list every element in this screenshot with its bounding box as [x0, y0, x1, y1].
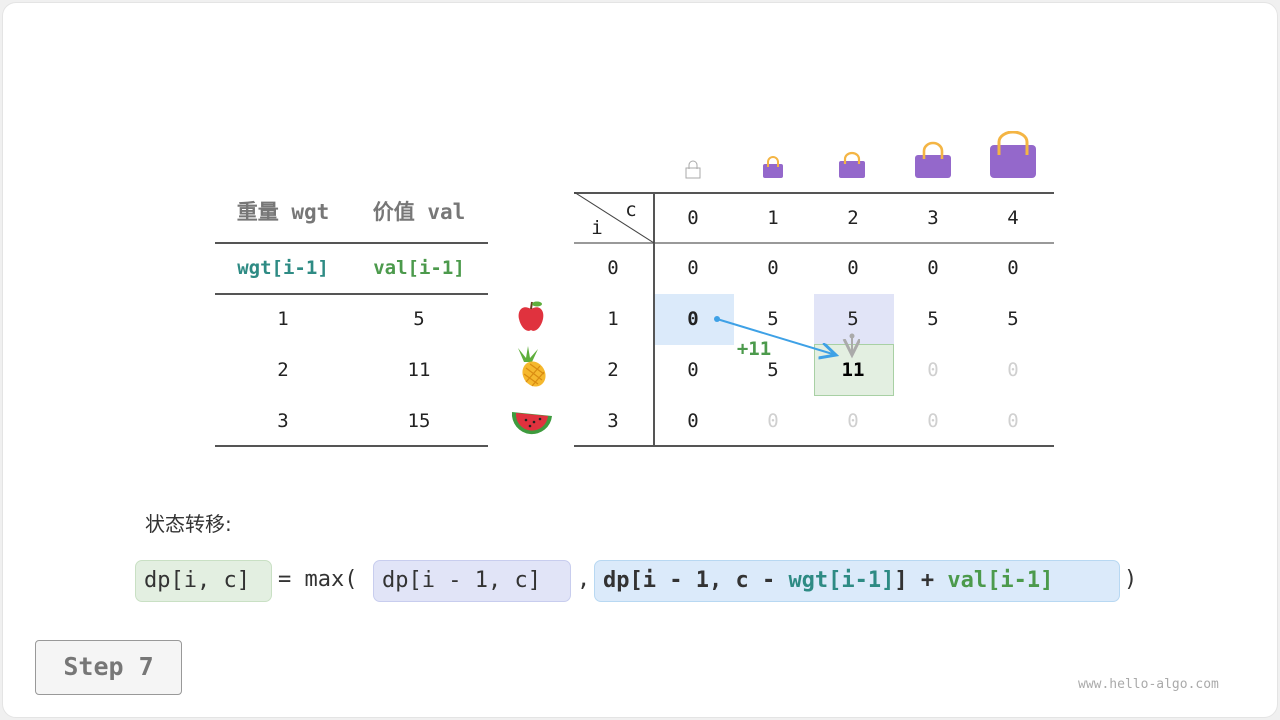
pineapple-icon — [518, 346, 546, 387]
dp-cell: 5 — [767, 359, 779, 381]
item-weight: 2 — [277, 359, 289, 381]
corner-diagonal — [574, 192, 654, 243]
watermelon-icon — [511, 412, 552, 435]
dp-cell: 0 — [687, 359, 699, 381]
bag-4-icon — [990, 131, 1036, 178]
dp-cell: 0 — [1007, 359, 1019, 381]
item-value: 5 — [413, 308, 425, 330]
bag-3-icon — [915, 141, 951, 178]
take-expr-val: val[i-1] — [947, 568, 1054, 593]
dp-cell: 5 — [1007, 308, 1019, 330]
formula-lhs: dp[i, c] — [135, 560, 272, 602]
formula-comma: , — [577, 567, 591, 592]
dp-cell: 0 — [1007, 257, 1019, 279]
item-value: 15 — [407, 410, 431, 432]
dp-cell: 5 — [767, 308, 779, 330]
item-weight: 1 — [277, 308, 289, 330]
dp-cell: 0 — [687, 257, 699, 279]
formula-close: ) — [1124, 567, 1138, 592]
bag-empty-icon — [685, 160, 701, 179]
take-expr-a: dp[i - 1, c - — [603, 568, 789, 593]
dp-cell: 0 — [847, 410, 859, 432]
formula-max: = max( — [278, 567, 358, 592]
dp-cell: 0 — [927, 359, 939, 381]
row-header: 1 — [607, 308, 619, 330]
row-header: 2 — [607, 359, 619, 381]
formula-option-skip: dp[i - 1, c] — [373, 560, 571, 602]
bag-1-icon — [763, 156, 783, 178]
corner-row-label: i — [591, 217, 603, 239]
col-header: 2 — [847, 207, 859, 229]
apple-icon — [518, 301, 544, 331]
dp-cell: 11 — [841, 359, 865, 381]
col-header: 4 — [1007, 207, 1019, 229]
dp-cell: 5 — [847, 308, 859, 330]
take-expr-wgt: wgt[i-1] — [788, 568, 895, 593]
dp-cell: 0 — [687, 308, 699, 330]
val-subheader: val[i-1] — [373, 257, 465, 279]
dp-cell: 5 — [927, 308, 939, 330]
row-header: 0 — [607, 257, 619, 279]
arrow-label: +11 — [737, 338, 771, 360]
weight-header: 重量 wgt — [236, 200, 330, 224]
dp-cell: 0 — [767, 257, 779, 279]
take-expr-b: ] + — [894, 568, 948, 593]
bag-2-icon — [839, 151, 865, 178]
dp-cell: 0 — [767, 410, 779, 432]
item-weight: 3 — [277, 410, 289, 432]
value-header: 价值 val — [372, 200, 466, 224]
col-header: 0 — [687, 207, 699, 229]
row-header: 3 — [607, 410, 619, 432]
dp-cell: 0 — [927, 410, 939, 432]
col-header: 3 — [927, 207, 939, 229]
wgt-subheader: wgt[i-1] — [237, 257, 329, 279]
formula-option-take: dp[i - 1, c - wgt[i-1]] + val[i-1] — [594, 560, 1120, 602]
item-value: 11 — [407, 359, 431, 381]
dp-cell: 0 — [927, 257, 939, 279]
col-header: 1 — [767, 207, 779, 229]
dp-cell: 0 — [687, 410, 699, 432]
dp-cell: 0 — [1007, 410, 1019, 432]
watermark: www.hello-algo.com — [1078, 677, 1219, 692]
arrow-label-text: +11 — [736, 338, 772, 360]
step-button[interactable]: Step 7 — [35, 640, 182, 695]
corner-col-label: c — [625, 199, 637, 221]
dp-cell: 0 — [847, 257, 859, 279]
formula-label: 状态转移: — [145, 512, 232, 536]
